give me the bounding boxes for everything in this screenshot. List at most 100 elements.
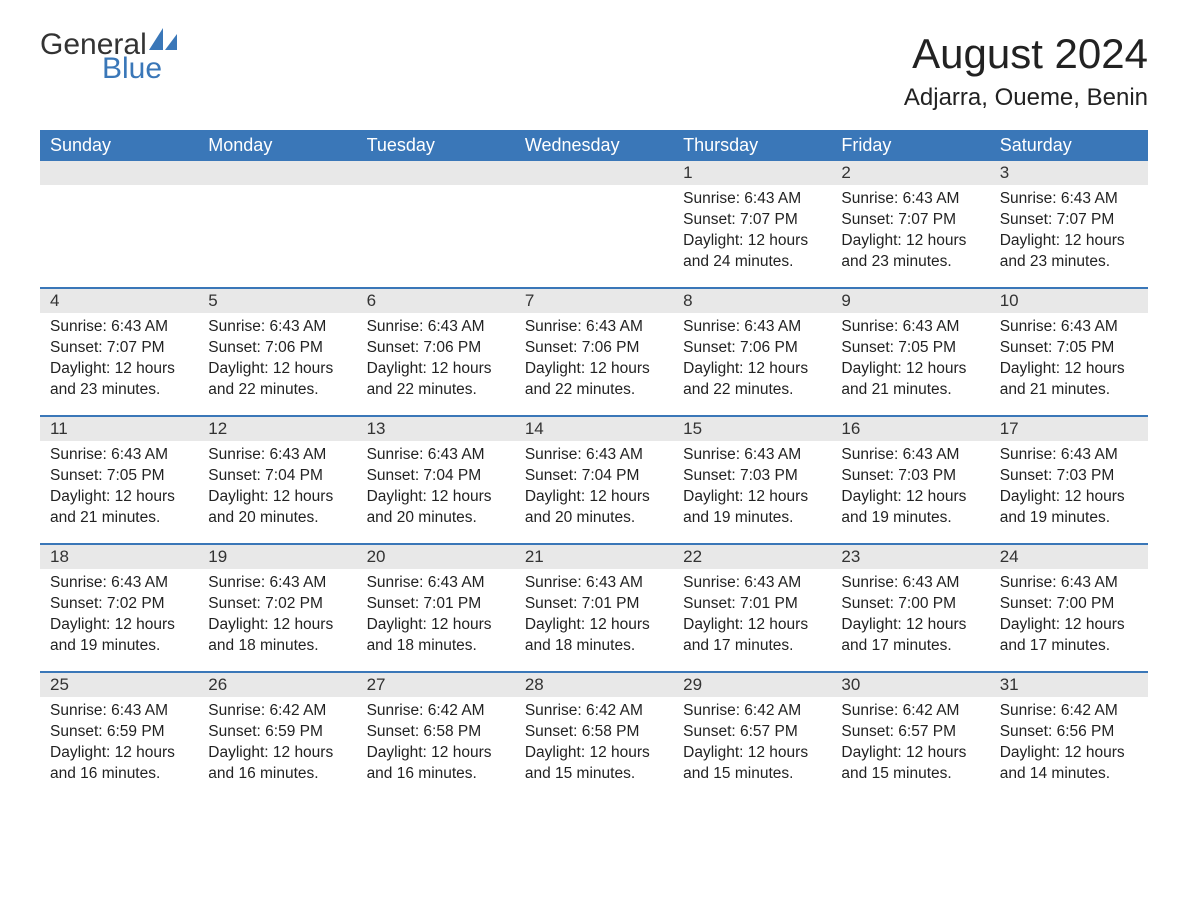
sunset-text: Sunset: 7:04 PM <box>208 466 346 487</box>
sunset-text: Sunset: 6:58 PM <box>367 722 505 743</box>
sunset-text: Sunset: 7:01 PM <box>367 594 505 615</box>
sunset-text: Sunset: 7:00 PM <box>841 594 979 615</box>
day-number: 12 <box>198 417 356 441</box>
daylight-text: Daylight: 12 hours and 24 minutes. <box>683 231 821 273</box>
day-body: Sunrise: 6:43 AMSunset: 7:05 PMDaylight:… <box>831 313 989 401</box>
sunrise-text: Sunrise: 6:42 AM <box>683 701 821 722</box>
daylight-text: Daylight: 12 hours and 22 minutes. <box>367 359 505 401</box>
sunset-text: Sunset: 7:01 PM <box>525 594 663 615</box>
day-body: Sunrise: 6:43 AMSunset: 7:06 PMDaylight:… <box>515 313 673 401</box>
sunset-text: Sunset: 7:07 PM <box>841 210 979 231</box>
week-row: 4Sunrise: 6:43 AMSunset: 7:07 PMDaylight… <box>40 287 1148 415</box>
daylight-text: Daylight: 12 hours and 19 minutes. <box>1000 487 1138 529</box>
day-body: Sunrise: 6:42 AMSunset: 6:58 PMDaylight:… <box>357 697 515 785</box>
day-number: 10 <box>990 289 1148 313</box>
sunrise-text: Sunrise: 6:43 AM <box>1000 317 1138 338</box>
sunrise-text: Sunrise: 6:43 AM <box>1000 189 1138 210</box>
day-body: Sunrise: 6:43 AMSunset: 7:07 PMDaylight:… <box>673 185 831 273</box>
sunrise-text: Sunrise: 6:43 AM <box>50 445 188 466</box>
sunset-text: Sunset: 7:02 PM <box>208 594 346 615</box>
day-number: 23 <box>831 545 989 569</box>
sunset-text: Sunset: 6:59 PM <box>208 722 346 743</box>
location-text: Adjarra, Oueme, Benin <box>904 84 1148 112</box>
day-body: Sunrise: 6:43 AMSunset: 7:04 PMDaylight:… <box>198 441 356 529</box>
day-cell: 26 Sunrise: 6:42 AMSunset: 6:59 PMDayligh… <box>198 673 356 799</box>
day-number <box>515 161 673 185</box>
day-number: 20 <box>357 545 515 569</box>
day-cell: 13Sunrise: 6:43 AMSunset: 7:04 PMDayligh… <box>357 417 515 543</box>
day-number: 16 <box>831 417 989 441</box>
day-body: Sunrise: 6:43 AMSunset: 7:07 PMDaylight:… <box>40 313 198 401</box>
day-body: Sunrise: 6:43 AMSunset: 7:06 PMDaylight:… <box>198 313 356 401</box>
sunrise-text: Sunrise: 6:42 AM <box>841 701 979 722</box>
day-cell: 22Sunrise: 6:43 AMSunset: 7:01 PMDayligh… <box>673 545 831 671</box>
day-body: Sunrise: 6:43 AMSunset: 7:07 PMDaylight:… <box>831 185 989 273</box>
day-body: Sunrise: 6:43 AMSunset: 7:03 PMDaylight:… <box>831 441 989 529</box>
day-cell: 8Sunrise: 6:43 AMSunset: 7:06 PMDaylight… <box>673 289 831 415</box>
day-body: Sunrise: 6:43 AMSunset: 7:05 PMDaylight:… <box>990 313 1148 401</box>
day-cell: 28Sunrise: 6:42 AMSunset: 6:58 PMDayligh… <box>515 673 673 799</box>
sunset-text: Sunset: 7:00 PM <box>1000 594 1138 615</box>
day-cell: 24Sunrise: 6:43 AMSunset: 7:00 PMDayligh… <box>990 545 1148 671</box>
sunrise-text: Sunrise: 6:43 AM <box>683 317 821 338</box>
daylight-text: Daylight: 12 hours and 23 minutes. <box>1000 231 1138 273</box>
sunrise-text: Sunrise: 6:43 AM <box>208 317 346 338</box>
logo: General Blue <box>40 30 177 84</box>
week-row: 18Sunrise: 6:43 AMSunset: 7:02 PMDayligh… <box>40 543 1148 671</box>
day-cell: 31Sunrise: 6:42 AMSunset: 6:56 PMDayligh… <box>990 673 1148 799</box>
daylight-text: Daylight: 12 hours and 21 minutes. <box>1000 359 1138 401</box>
daylight-text: Daylight: 12 hours and 16 minutes. <box>208 743 346 785</box>
sunrise-text: Sunrise: 6:42 AM <box>208 701 346 722</box>
day-body: Sunrise: 6:43 AMSunset: 7:00 PMDaylight:… <box>990 569 1148 657</box>
sunset-text: Sunset: 7:02 PM <box>50 594 188 615</box>
sunset-text: Sunset: 7:06 PM <box>525 338 663 359</box>
day-cell: 14Sunrise: 6:43 AMSunset: 7:04 PMDayligh… <box>515 417 673 543</box>
sunset-text: Sunset: 7:07 PM <box>50 338 188 359</box>
day-body: Sunrise: 6:43 AMSunset: 7:02 PMDaylight:… <box>198 569 356 657</box>
day-cell: 7Sunrise: 6:43 AMSunset: 7:06 PMDaylight… <box>515 289 673 415</box>
daylight-text: Daylight: 12 hours and 21 minutes. <box>50 487 188 529</box>
sunset-text: Sunset: 7:03 PM <box>1000 466 1138 487</box>
day-number: 28 <box>515 673 673 697</box>
daylight-text: Daylight: 12 hours and 19 minutes. <box>50 615 188 657</box>
day-number: 13 <box>357 417 515 441</box>
day-number: 21 <box>515 545 673 569</box>
day-body: Sunrise: 6:42 AMSunset: 6:57 PMDaylight:… <box>673 697 831 785</box>
day-cell: 25Sunrise: 6:43 AMSunset: 6:59 PMDayligh… <box>40 673 198 799</box>
sunrise-text: Sunrise: 6:43 AM <box>367 573 505 594</box>
day-number <box>40 161 198 185</box>
sunrise-text: Sunrise: 6:43 AM <box>841 317 979 338</box>
sunrise-text: Sunrise: 6:43 AM <box>1000 573 1138 594</box>
weekday-header: Wednesday <box>515 130 673 161</box>
day-body: Sunrise: 6:43 AMSunset: 7:06 PMDaylight:… <box>357 313 515 401</box>
week-row: 25Sunrise: 6:43 AMSunset: 6:59 PMDayligh… <box>40 671 1148 799</box>
day-number: 17 <box>990 417 1148 441</box>
day-body: Sunrise: 6:42 AMSunset: 6:57 PMDaylight:… <box>831 697 989 785</box>
week-row: 11Sunrise: 6:43 AMSunset: 7:05 PMDayligh… <box>40 415 1148 543</box>
sunset-text: Sunset: 7:07 PM <box>1000 210 1138 231</box>
sunrise-text: Sunrise: 6:42 AM <box>1000 701 1138 722</box>
day-body: Sunrise: 6:43 AMSunset: 7:00 PMDaylight:… <box>831 569 989 657</box>
logo-text-b: Blue <box>102 54 177 84</box>
header: General Blue August 2024 Adjarra, Oueme,… <box>40 30 1148 112</box>
day-body: Sunrise: 6:43 AMSunset: 7:06 PMDaylight:… <box>673 313 831 401</box>
day-body: Sunrise: 6:43 AMSunset: 7:01 PMDaylight:… <box>357 569 515 657</box>
sunrise-text: Sunrise: 6:42 AM <box>525 701 663 722</box>
sunrise-text: Sunrise: 6:43 AM <box>50 317 188 338</box>
sunrise-text: Sunrise: 6:43 AM <box>525 445 663 466</box>
day-body: Sunrise: 6:43 AMSunset: 7:02 PMDaylight:… <box>40 569 198 657</box>
day-cell: 17Sunrise: 6:43 AMSunset: 7:03 PMDayligh… <box>990 417 1148 543</box>
daylight-text: Daylight: 12 hours and 15 minutes. <box>683 743 821 785</box>
day-number: 4 <box>40 289 198 313</box>
sunrise-text: Sunrise: 6:43 AM <box>683 189 821 210</box>
day-cell: 19Sunrise: 6:43 AMSunset: 7:02 PMDayligh… <box>198 545 356 671</box>
day-cell <box>515 161 673 287</box>
sunrise-text: Sunrise: 6:43 AM <box>525 573 663 594</box>
day-cell: 20Sunrise: 6:43 AMSunset: 7:01 PMDayligh… <box>357 545 515 671</box>
sunset-text: Sunset: 7:06 PM <box>367 338 505 359</box>
sunset-text: Sunset: 6:58 PM <box>525 722 663 743</box>
sunset-text: Sunset: 7:04 PM <box>525 466 663 487</box>
day-number: 11 <box>40 417 198 441</box>
daylight-text: Daylight: 12 hours and 17 minutes. <box>841 615 979 657</box>
day-number: 26 <box>198 673 356 697</box>
